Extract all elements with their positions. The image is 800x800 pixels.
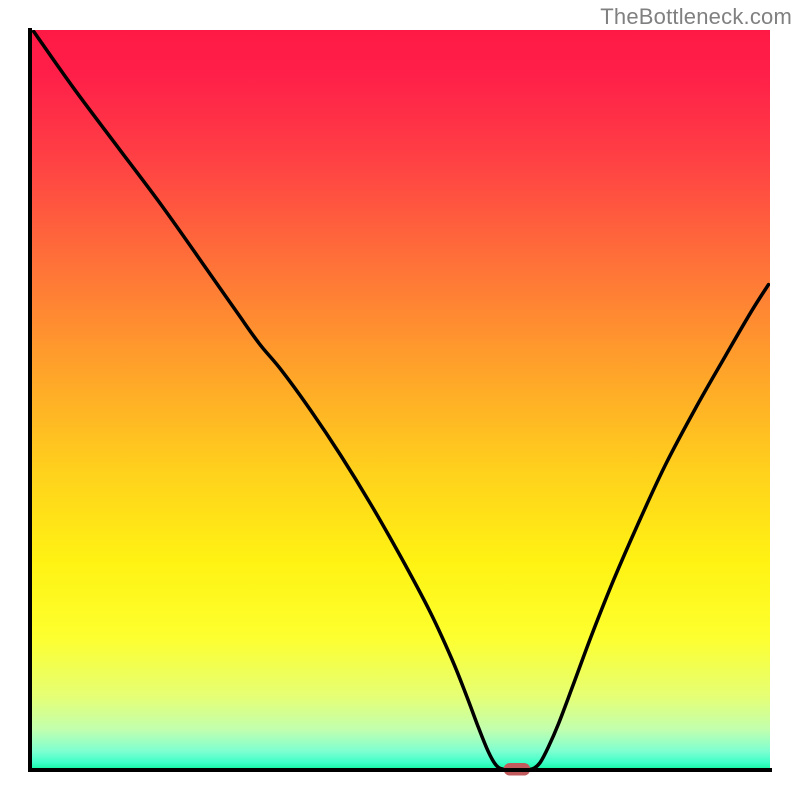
- bottleneck-chart: [0, 0, 800, 800]
- chart-background: [30, 30, 770, 770]
- chart-container: TheBottleneck.com: [0, 0, 800, 800]
